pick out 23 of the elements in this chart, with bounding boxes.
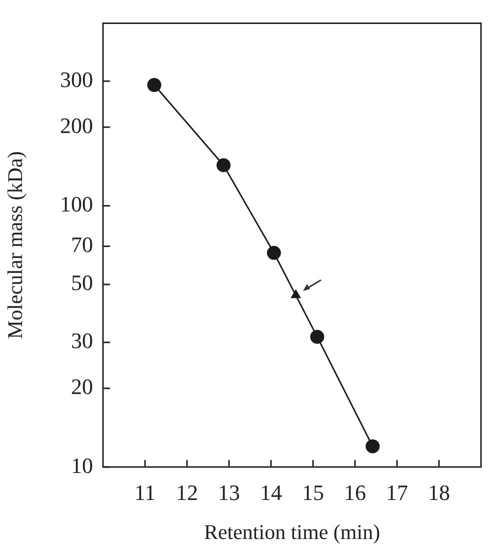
point bbox=[216, 158, 231, 172]
x-tick-label: 18 bbox=[428, 480, 450, 505]
y-tick-label: 20 bbox=[71, 374, 93, 400]
point bbox=[266, 246, 281, 260]
y-axis-title: Molecular mass (kDa) bbox=[3, 151, 28, 339]
y-tick-label: 300 bbox=[60, 66, 93, 92]
y-tick-label: 10 bbox=[71, 452, 93, 478]
point bbox=[310, 330, 324, 344]
x-tick-label: 11 bbox=[134, 480, 156, 505]
x-tick-label: 16 bbox=[344, 480, 366, 505]
x-tick-label: 17 bbox=[386, 480, 408, 505]
point bbox=[147, 78, 162, 92]
y-tick-label: 100 bbox=[60, 192, 93, 217]
y-tick-label: 200 bbox=[60, 112, 93, 138]
x-tick-label: 14 bbox=[260, 480, 282, 505]
y-tick-label: 30 bbox=[71, 328, 93, 354]
y-tick-label: 50 bbox=[71, 270, 93, 296]
point bbox=[366, 439, 380, 454]
x-axis-title: Retention time (min) bbox=[204, 520, 380, 544]
x-tick-label: 12 bbox=[176, 480, 198, 505]
y-tick-label: 70 bbox=[71, 232, 93, 258]
x-tick-label: 13 bbox=[218, 480, 240, 505]
x-tick-label: 15 bbox=[302, 480, 324, 505]
